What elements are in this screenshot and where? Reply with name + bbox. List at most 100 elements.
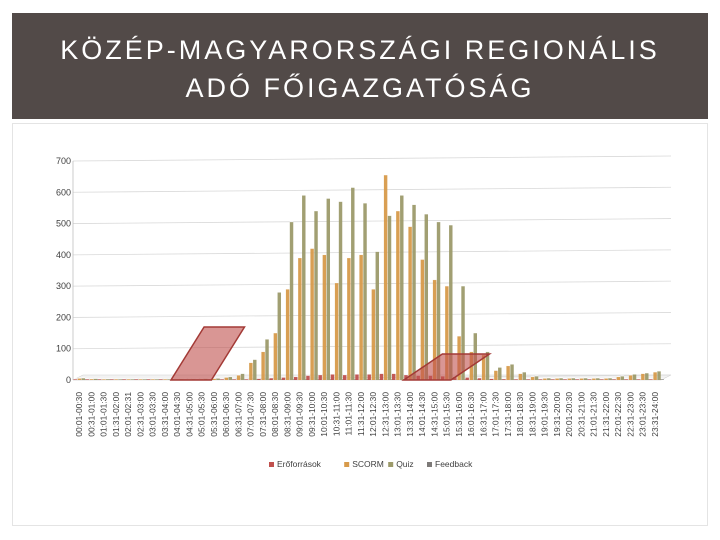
bar-cap [89, 378, 94, 380]
x-tick-label: 13:31-14:00 [405, 392, 415, 437]
x-tick-label: 12:01-12:30 [368, 392, 378, 437]
bar-er-forr-sok [379, 373, 384, 380]
chart-panel: 0 100 200 300 400 500 600 700 00:01-00:30 00:31-0… [12, 123, 708, 526]
bar-quiz [142, 379, 147, 380]
bar-er-forr-sok [73, 379, 77, 380]
bar-quiz [265, 339, 269, 380]
bar-quiz [498, 367, 502, 380]
bar-cap [404, 373, 408, 376]
bar-cap [118, 378, 122, 380]
bar-quiz [253, 359, 257, 380]
bar-cap [77, 377, 82, 379]
bar-cap [155, 378, 159, 380]
bar-cap [477, 377, 482, 379]
bar-quiz [547, 378, 551, 380]
bar-cap [408, 225, 412, 227]
x-tick-label: 14:31-15:00 [429, 392, 439, 437]
bar-cap [387, 214, 392, 216]
bar-quiz [400, 195, 404, 380]
bar-cap [334, 282, 339, 284]
bar-scorm [163, 379, 167, 380]
bar-cap [379, 372, 384, 374]
bar-cap [461, 285, 465, 287]
bar-quiz [449, 225, 453, 380]
bar-cap [510, 363, 514, 365]
bar-cap [583, 377, 588, 379]
x-tick-label: 11:31-12:00 [356, 392, 366, 436]
bar-cap [502, 378, 506, 380]
bar-er-forr-sok [600, 379, 604, 380]
bar-scorm [273, 333, 278, 380]
bar-scorm [89, 379, 94, 380]
bar-cap [424, 213, 429, 215]
x-tick-label: 18:01-18:30 [515, 392, 525, 437]
bar-cap [551, 378, 555, 380]
bar-cap [73, 378, 77, 380]
gridline [72, 218, 672, 224]
bar-cap [224, 376, 229, 378]
bar-er-forr-sok [293, 376, 298, 380]
x-tick-label: 03:31-04:00 [160, 392, 170, 437]
bar-quiz [277, 292, 282, 380]
legend-swatch [269, 462, 274, 467]
bar-quiz [167, 379, 171, 380]
bar-cap [567, 377, 572, 379]
bar-er-forr-sok [97, 379, 102, 380]
bar-er-forr-sok [624, 379, 629, 380]
y-tick-label: 0 [66, 375, 71, 385]
bar-quiz [338, 201, 343, 380]
bar-cap [277, 291, 282, 293]
bar-er-forr-sok [244, 379, 249, 380]
bar-cap [485, 350, 490, 353]
bar-scorm [236, 375, 241, 380]
x-tick-label: 01:31-02:00 [111, 392, 121, 437]
bar-cap [134, 378, 139, 380]
bar-cap [363, 202, 367, 204]
bar-cap [604, 377, 608, 379]
bar-cap [351, 186, 355, 188]
bar-cap [375, 250, 380, 252]
bar-scorm [310, 248, 314, 380]
x-tick-label: 06:31-07:00 [233, 392, 243, 437]
bar-quiz [571, 378, 576, 380]
gridline [72, 155, 672, 162]
bar-scorm [604, 378, 608, 380]
bar-cap [498, 366, 502, 368]
bar-quiz [363, 203, 367, 380]
bar-cap [494, 369, 498, 371]
bar-cap [420, 258, 425, 260]
bar-cap [436, 221, 441, 223]
page-title-line2: ADÓ FŐIGAZGATÓSÁG [185, 73, 535, 103]
bar-er-forr-sok [220, 379, 224, 380]
bar-er-forr-sok [502, 379, 506, 380]
bar-cap [522, 371, 527, 373]
x-tick-label: 21:31-22:00 [601, 392, 611, 437]
bar-er-forr-sok [367, 374, 371, 380]
bar-er-forr-sok [110, 379, 114, 380]
bar-quiz [289, 222, 294, 380]
bar-er-forr-sok [355, 374, 359, 380]
gridline [72, 186, 672, 193]
x-tick-label: 17:31-18:00 [503, 392, 513, 437]
bar-cap [575, 378, 580, 380]
x-tick-label: 11:01-11:30 [344, 392, 354, 436]
bar-cap [445, 285, 449, 287]
bar-cap [559, 377, 563, 379]
bar-cap [265, 338, 269, 340]
bar-scorm [518, 373, 523, 380]
bar-cap [110, 378, 114, 380]
bar-quiz [81, 378, 86, 380]
bar-quiz [461, 286, 465, 380]
bar-cap [85, 378, 90, 380]
bar-cap [563, 378, 567, 380]
bar-scorm [114, 379, 118, 380]
bar-quiz [130, 379, 135, 380]
bar-cap [432, 278, 437, 281]
bar-quiz [216, 378, 220, 380]
bar-scorm [506, 365, 510, 380]
gridline [72, 280, 672, 287]
x-tick-label: 08:01-08:30 [270, 392, 280, 437]
bar-cap [298, 256, 302, 259]
bar-cap [240, 372, 245, 374]
x-tick-label: 12:31-13:00 [380, 392, 390, 437]
